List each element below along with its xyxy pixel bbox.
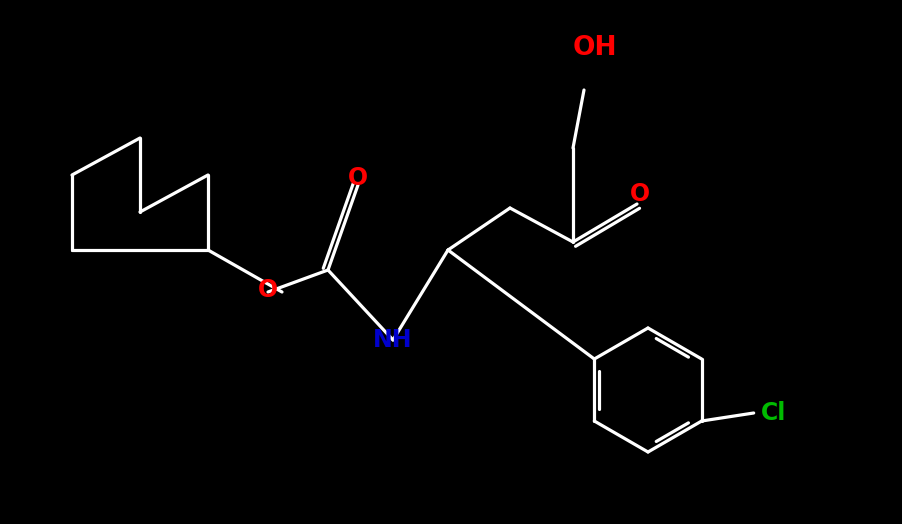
Text: NH: NH bbox=[373, 328, 413, 352]
Text: O: O bbox=[258, 278, 278, 302]
Text: OH: OH bbox=[573, 35, 617, 61]
Text: O: O bbox=[630, 182, 650, 206]
Text: Cl: Cl bbox=[761, 401, 787, 425]
Text: O: O bbox=[348, 166, 368, 190]
